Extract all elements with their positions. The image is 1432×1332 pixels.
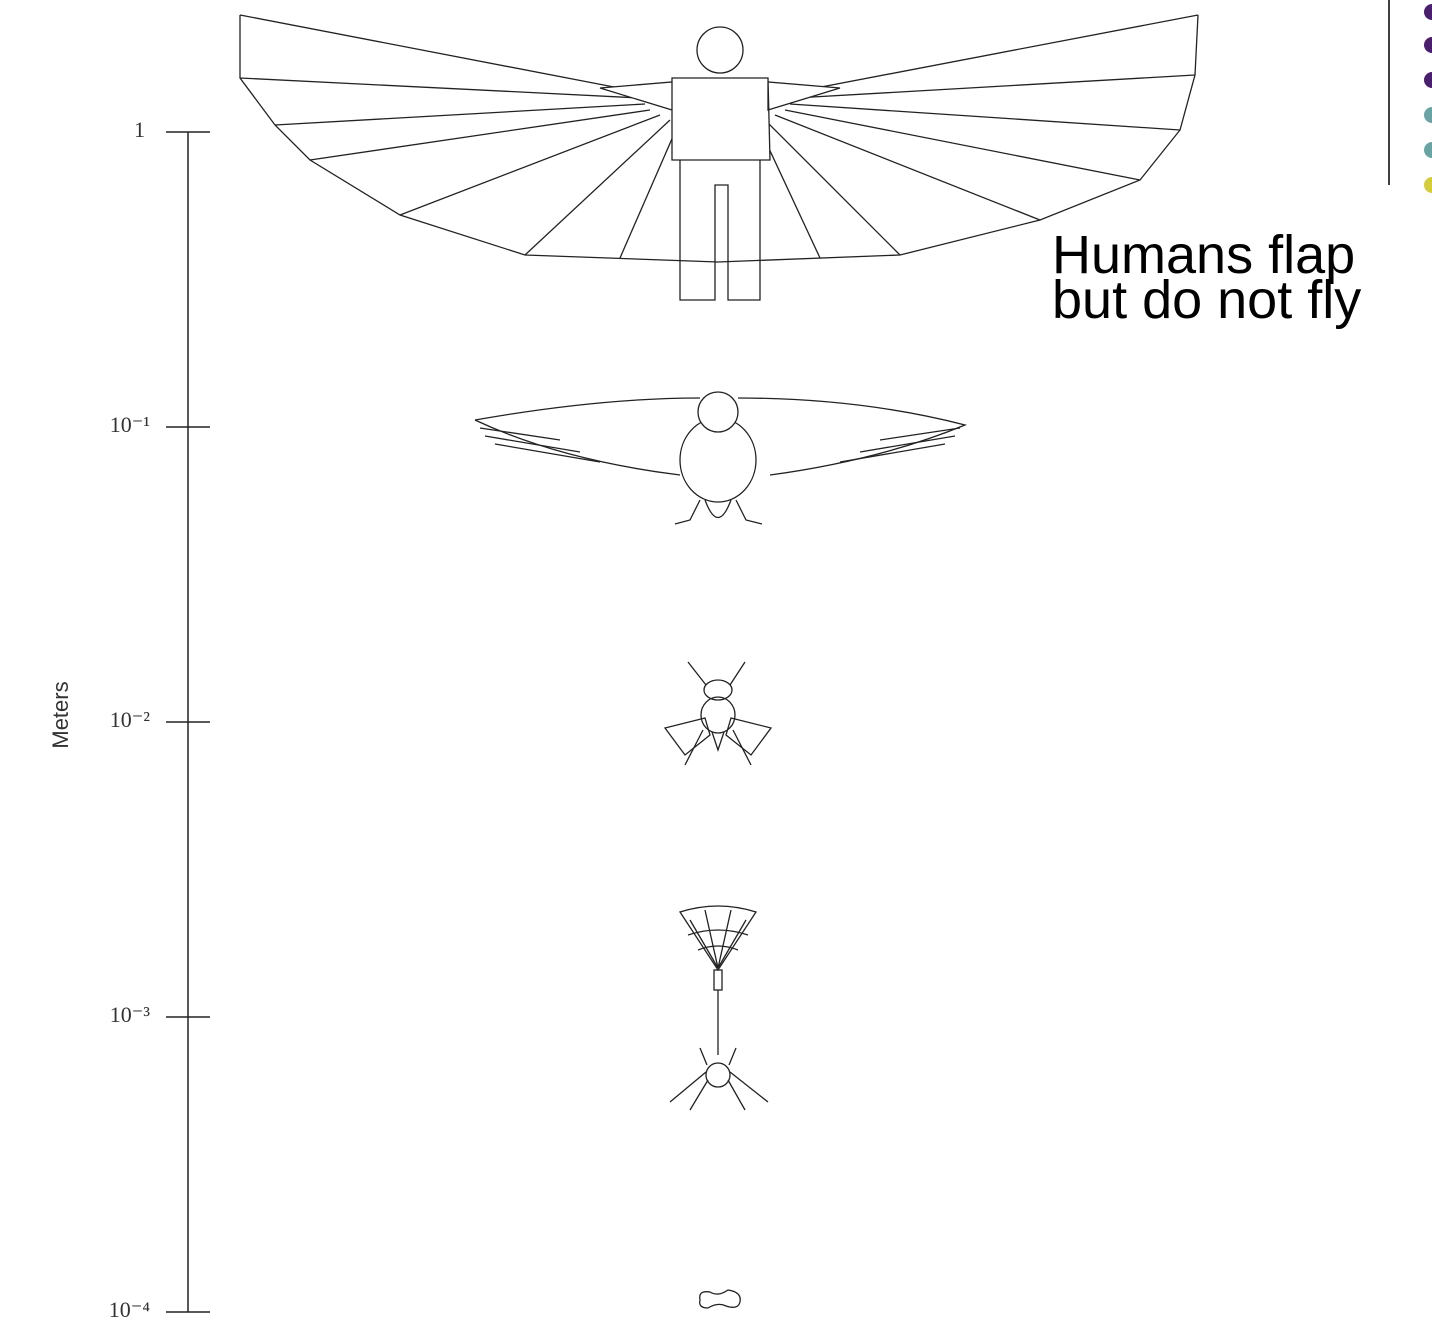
axis-label: Meters xyxy=(48,681,73,748)
caption-line: Humans flap xyxy=(1052,225,1355,285)
fly-illustration xyxy=(663,661,773,766)
bullet-markers xyxy=(1388,0,1432,193)
tick-label: 10⁻⁴ xyxy=(109,1297,151,1322)
tick-label: 1 xyxy=(134,117,145,142)
scale-axis xyxy=(166,131,210,1313)
microbe-illustration xyxy=(699,1289,741,1309)
tick-label: 10⁻¹ xyxy=(110,412,150,437)
spider-illustration xyxy=(669,905,769,1111)
tick-label: 10⁻² xyxy=(110,707,151,732)
tick-label: 10⁻³ xyxy=(110,1002,151,1027)
human-illustration xyxy=(239,14,1199,301)
caption-line: but do not fly xyxy=(1052,270,1361,330)
bird-illustration xyxy=(474,391,968,525)
